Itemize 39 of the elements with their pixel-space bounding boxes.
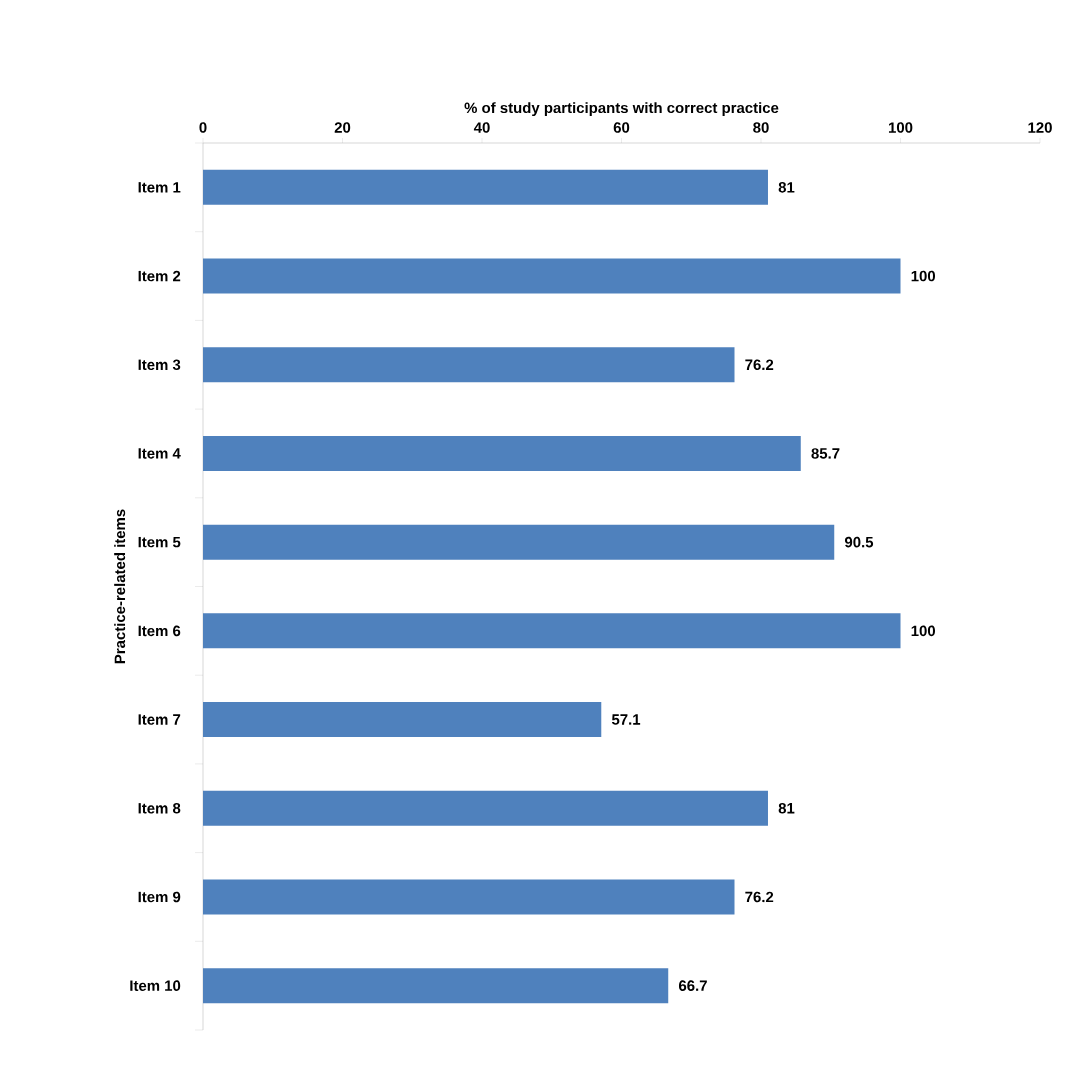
y-tick-label: Item 9 — [138, 891, 181, 903]
bar — [203, 347, 735, 383]
data-label: 66.7 — [678, 980, 707, 991]
y-tick-label: Item 1 — [138, 182, 181, 193]
data-label: 90.5 — [844, 536, 874, 548]
data-label: 76.2 — [745, 359, 774, 371]
y-tick-label: Item 5 — [138, 536, 181, 548]
bar — [203, 169, 768, 205]
bar — [203, 524, 835, 560]
data-label: 85.7 — [811, 448, 840, 459]
bar — [203, 258, 901, 294]
x-tick-label: 40 — [473, 122, 490, 133]
bar — [203, 702, 602, 738]
y-tick-label: Item 7 — [138, 714, 181, 725]
data-label: 100 — [911, 270, 936, 282]
bar — [203, 879, 735, 915]
bar — [203, 435, 801, 471]
y-tick-label: Item 6 — [138, 625, 181, 637]
x-tick-label: 20 — [334, 122, 351, 133]
x-tick-label: 0 — [199, 122, 207, 133]
bar — [203, 613, 901, 649]
data-label: 81 — [778, 182, 795, 193]
y-axis-title: Practice-related items — [114, 509, 126, 664]
x-tick-label: 120 — [1028, 122, 1052, 133]
y-tick-label: Item 10 — [130, 980, 181, 991]
x-axis-title: % of study participants with correct practice — [464, 102, 779, 117]
x-tick-label: 80 — [753, 122, 769, 133]
data-label: 81 — [778, 802, 795, 814]
data-label: 76.2 — [745, 891, 774, 903]
data-label: 57.1 — [611, 714, 641, 725]
x-tick-label: 60 — [613, 122, 630, 133]
y-tick-label: Item 4 — [138, 448, 181, 459]
y-tick-label: Item 8 — [138, 802, 181, 814]
data-label: 100 — [911, 625, 936, 637]
bar — [203, 968, 669, 1004]
y-tick-label: Item 3 — [138, 359, 181, 371]
y-tick-label: Item 2 — [138, 270, 181, 282]
x-tick-label: 100 — [888, 122, 913, 133]
bar — [203, 790, 768, 826]
